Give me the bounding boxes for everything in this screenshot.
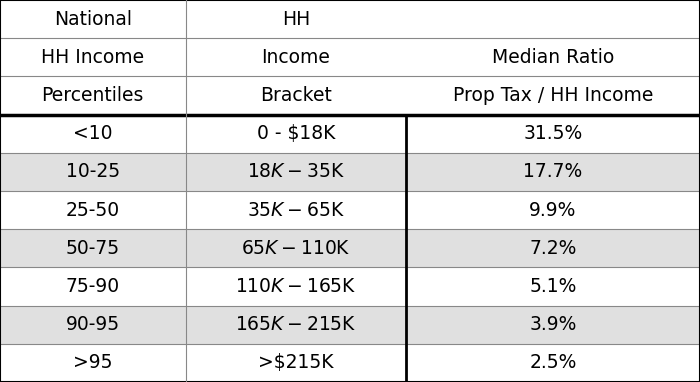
Bar xyxy=(0,0,186,38)
Text: <10: <10 xyxy=(73,124,113,143)
Bar xyxy=(406,153,700,191)
Bar xyxy=(406,229,700,267)
Text: Bracket: Bracket xyxy=(260,86,332,105)
Bar xyxy=(0,306,186,344)
Bar xyxy=(186,0,406,38)
Text: Percentiles: Percentiles xyxy=(41,86,144,105)
Text: 2.5%: 2.5% xyxy=(529,353,577,372)
Text: 17.7%: 17.7% xyxy=(524,162,582,181)
Text: 75-90: 75-90 xyxy=(66,277,120,296)
Bar xyxy=(0,229,186,267)
Text: $65K - $110K: $65K - $110K xyxy=(241,239,351,258)
Bar xyxy=(0,38,186,76)
Bar xyxy=(0,153,186,191)
Bar xyxy=(0,267,186,306)
Text: 3.9%: 3.9% xyxy=(529,315,577,334)
Text: $35K - $65K: $35K - $65K xyxy=(247,201,344,220)
Bar xyxy=(186,306,406,344)
Bar xyxy=(0,344,186,382)
Bar xyxy=(0,115,186,153)
Bar xyxy=(406,344,700,382)
Bar xyxy=(406,191,700,229)
Text: Prop Tax / HH Income: Prop Tax / HH Income xyxy=(453,86,653,105)
Bar xyxy=(186,153,406,191)
Text: $18K - $35K: $18K - $35K xyxy=(247,162,344,181)
Bar xyxy=(406,267,700,306)
Bar xyxy=(406,115,700,153)
Text: 9.9%: 9.9% xyxy=(529,201,577,220)
Text: $165K - $215K: $165K - $215K xyxy=(235,315,356,334)
Text: 50-75: 50-75 xyxy=(66,239,120,258)
Text: 31.5%: 31.5% xyxy=(524,124,582,143)
Bar xyxy=(186,76,406,115)
Bar xyxy=(186,344,406,382)
Bar xyxy=(186,191,406,229)
Text: 7.2%: 7.2% xyxy=(529,239,577,258)
Text: 0 - $18K: 0 - $18K xyxy=(257,124,335,143)
Text: HH Income: HH Income xyxy=(41,48,144,67)
Bar xyxy=(186,229,406,267)
Text: >$215K: >$215K xyxy=(258,353,333,372)
Text: HH: HH xyxy=(281,10,310,29)
Bar xyxy=(0,76,186,115)
Text: Median Ratio: Median Ratio xyxy=(492,48,614,67)
Bar xyxy=(0,191,186,229)
Bar xyxy=(406,0,700,38)
Text: Income: Income xyxy=(261,48,330,67)
Text: 90-95: 90-95 xyxy=(66,315,120,334)
Text: 10-25: 10-25 xyxy=(66,162,120,181)
Text: $110K - $165K: $110K - $165K xyxy=(235,277,356,296)
Text: >95: >95 xyxy=(73,353,113,372)
Bar xyxy=(406,38,700,76)
Bar xyxy=(186,115,406,153)
Bar xyxy=(406,76,700,115)
Bar xyxy=(186,38,406,76)
Text: 25-50: 25-50 xyxy=(66,201,120,220)
Bar xyxy=(406,306,700,344)
Text: National: National xyxy=(54,10,132,29)
Text: 5.1%: 5.1% xyxy=(529,277,577,296)
Bar xyxy=(186,267,406,306)
